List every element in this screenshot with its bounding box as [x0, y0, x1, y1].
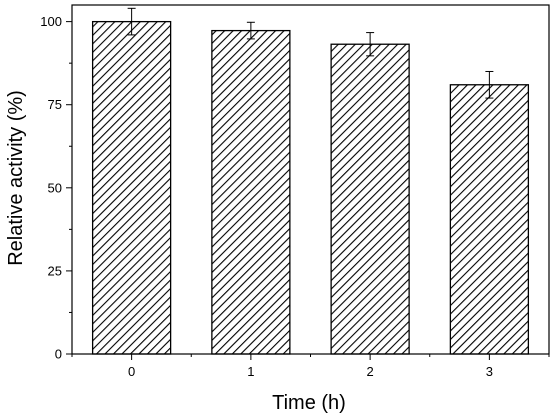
plot-area: 0 25 50 75 100 0 1 2 3 [40, 4, 550, 379]
bar-3 [449, 84, 530, 355]
x-tick-label-3: 3 [486, 364, 493, 379]
x-tick-label-1: 1 [247, 364, 254, 379]
y-tick-label-25: 25 [48, 263, 62, 278]
x-tick-label-2: 2 [367, 364, 374, 379]
bar-1 [211, 29, 291, 355]
y-tick-label-0: 0 [55, 347, 62, 362]
y-axis-label: Relative activity (%) [5, 90, 27, 266]
y-tick-label-100: 100 [40, 14, 62, 29]
x-tick-label-0: 0 [128, 364, 135, 379]
x-axis-label: Time (h) [272, 392, 346, 414]
bar-0 [91, 20, 172, 355]
y-tick-label-50: 50 [48, 180, 62, 195]
bar-2 [330, 43, 410, 355]
y-tick-label-75: 75 [48, 97, 62, 112]
